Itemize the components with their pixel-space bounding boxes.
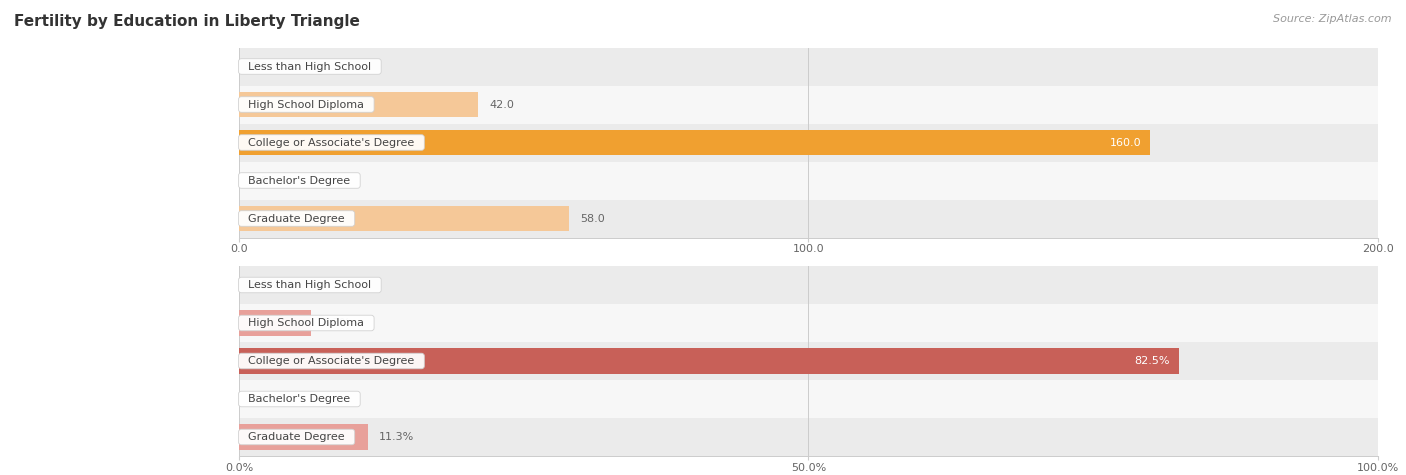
Bar — [239, 342, 1378, 380]
Bar — [239, 304, 1378, 342]
Text: 0.0%: 0.0% — [250, 280, 278, 290]
Text: High School Diploma: High School Diploma — [242, 99, 371, 110]
Text: 42.0: 42.0 — [489, 99, 515, 110]
Bar — [239, 266, 1378, 304]
Text: Graduate Degree: Graduate Degree — [242, 213, 352, 224]
Text: Source: ZipAtlas.com: Source: ZipAtlas.com — [1274, 14, 1392, 24]
Bar — [239, 310, 311, 336]
Bar — [239, 48, 1378, 86]
Text: 11.3%: 11.3% — [380, 432, 415, 442]
Bar — [239, 92, 478, 117]
Bar — [239, 424, 368, 450]
Text: Graduate Degree: Graduate Degree — [242, 432, 352, 442]
Text: Bachelor's Degree: Bachelor's Degree — [242, 175, 357, 186]
Bar — [239, 200, 1378, 238]
Text: 0.0: 0.0 — [250, 61, 269, 72]
Bar — [239, 130, 1150, 155]
Text: College or Associate's Degree: College or Associate's Degree — [242, 356, 422, 366]
Bar — [239, 380, 1378, 418]
Text: 58.0: 58.0 — [581, 213, 606, 224]
Text: 160.0: 160.0 — [1109, 137, 1142, 148]
Bar — [239, 162, 1378, 199]
Bar — [239, 348, 1178, 374]
Text: Less than High School: Less than High School — [242, 61, 378, 72]
Bar — [239, 418, 1378, 456]
Text: Less than High School: Less than High School — [242, 280, 378, 290]
Text: Fertility by Education in Liberty Triangle: Fertility by Education in Liberty Triang… — [14, 14, 360, 29]
Text: College or Associate's Degree: College or Associate's Degree — [242, 137, 422, 148]
Text: 0.0%: 0.0% — [250, 394, 278, 404]
Text: 0.0: 0.0 — [250, 175, 269, 186]
Text: High School Diploma: High School Diploma — [242, 318, 371, 328]
Text: 6.3%: 6.3% — [322, 318, 350, 328]
Bar — [239, 124, 1378, 162]
Text: 82.5%: 82.5% — [1135, 356, 1170, 366]
Bar — [239, 206, 569, 231]
Text: Bachelor's Degree: Bachelor's Degree — [242, 394, 357, 404]
Bar — [239, 86, 1378, 124]
